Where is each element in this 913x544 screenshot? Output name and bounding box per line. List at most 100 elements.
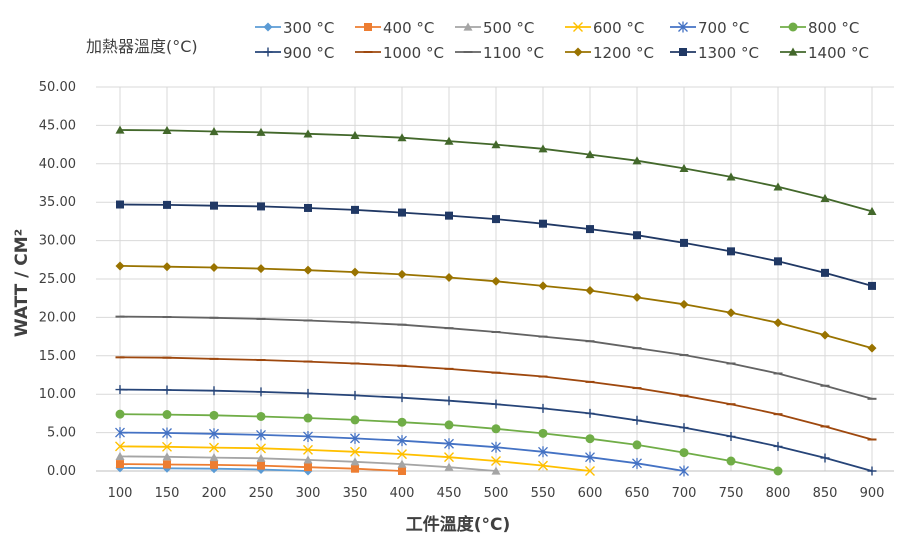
data-point-marker: [679, 448, 689, 458]
data-point-marker: [867, 343, 877, 353]
y-tick-label: 20.00: [39, 310, 76, 325]
data-point-marker: [303, 430, 313, 442]
x-tick-label: 100: [108, 486, 133, 501]
x-tick-label: 900: [860, 486, 885, 501]
data-point-marker: [350, 432, 360, 444]
series-group: [115, 261, 877, 353]
series-group: [115, 315, 877, 400]
data-point-marker: [679, 163, 689, 173]
data-point-marker: [303, 444, 313, 455]
data-point-marker: [257, 202, 265, 211]
data-point-marker: [115, 261, 125, 271]
data-point-marker: [350, 267, 360, 277]
data-point-marker: [820, 453, 830, 463]
y-tick-label: 0.00: [47, 464, 76, 479]
data-point-marker: [538, 428, 548, 438]
data-point-marker: [397, 459, 407, 468]
x-tick-label: 200: [202, 486, 227, 501]
data-point-marker: [491, 276, 501, 286]
data-point-marker: [868, 281, 876, 290]
legend-item: 500 °C: [455, 19, 534, 37]
data-point-marker: [538, 144, 548, 153]
data-point-marker: [115, 451, 125, 461]
data-point-marker: [444, 136, 454, 145]
data-point-marker: [350, 130, 360, 139]
x-tick-label: 150: [155, 486, 180, 501]
data-point-marker: [397, 435, 407, 447]
legend: 加熱器溫度(°C) 300 °C 400 °C 500 °C 600 °C 700 °C…: [86, 19, 869, 62]
data-point-marker: [304, 203, 312, 212]
data-point-marker: [632, 292, 642, 302]
data-point-marker: [679, 48, 687, 56]
legend-label: 500 °C: [483, 19, 534, 37]
data-point-marker: [209, 410, 219, 420]
legend-label: 900 °C: [283, 44, 334, 62]
x-tick-label: 350: [343, 486, 368, 501]
series-group: [115, 125, 877, 216]
data-point-marker: [444, 462, 454, 471]
data-point-marker: [350, 390, 360, 400]
legend-label: 600 °C: [593, 19, 644, 37]
data-point-marker: [397, 449, 407, 460]
series-group: [115, 356, 877, 441]
data-point-marker: [788, 47, 798, 56]
data-point-marker: [162, 385, 172, 395]
data-point-marker: [350, 446, 360, 457]
y-tick-label: 30.00: [39, 234, 76, 249]
data-point-marker: [209, 127, 219, 136]
data-point-marker: [397, 133, 407, 142]
data-point-marker: [256, 127, 266, 136]
data-point-marker: [162, 441, 172, 452]
legend-item: 1400 °C: [780, 44, 869, 62]
data-point-marker: [726, 431, 736, 441]
data-point-marker: [491, 399, 501, 409]
legend-item: 300 °C: [255, 19, 334, 37]
data-point-marker: [821, 268, 829, 277]
legend-item: 1300 °C: [670, 44, 759, 62]
data-point-marker: [263, 22, 273, 32]
data-point-marker: [256, 264, 266, 274]
y-tick-label: 35.00: [39, 195, 76, 210]
legend-label: 300 °C: [283, 19, 334, 37]
data-point-marker: [538, 460, 548, 471]
legend-label: 1300 °C: [698, 44, 759, 62]
data-point-marker: [463, 22, 473, 31]
data-point-marker: [351, 205, 359, 214]
data-point-marker: [492, 215, 500, 224]
legend-item: 700 °C: [670, 19, 749, 37]
y-tick-label: 40.00: [39, 157, 76, 172]
y-tick-label: 25.00: [39, 272, 76, 287]
data-point-marker: [115, 441, 125, 452]
data-point-marker: [115, 125, 125, 134]
legend-item: 900 °C: [255, 44, 334, 62]
x-tick-label: 750: [719, 486, 744, 501]
data-point-marker: [491, 424, 501, 434]
data-point-marker: [256, 443, 266, 454]
data-point-marker: [585, 434, 595, 444]
data-point-marker: [444, 272, 454, 282]
y-tick-label: 45.00: [39, 118, 76, 133]
data-point-marker: [788, 22, 798, 32]
y-tick-label: 5.00: [47, 426, 76, 441]
data-point-marker: [397, 269, 407, 279]
data-point-marker: [364, 23, 372, 31]
data-point-marker: [209, 442, 219, 453]
data-point-marker: [116, 460, 124, 469]
data-point-marker: [491, 441, 501, 453]
data-point-marker: [679, 465, 689, 477]
data-point-marker: [678, 21, 688, 33]
series-group: [115, 409, 783, 476]
data-point-marker: [256, 429, 266, 441]
y-tick-label: 50.00: [39, 80, 76, 95]
series-group: [115, 441, 595, 476]
data-point-marker: [726, 172, 736, 181]
x-axis-title: 工件溫度(°C): [406, 514, 511, 535]
x-tick-label: 700: [672, 486, 697, 501]
x-tick-label: 800: [766, 486, 791, 501]
data-point-marker: [679, 423, 689, 433]
data-point-marker: [162, 452, 172, 461]
data-point-marker: [726, 308, 736, 318]
data-point-marker: [209, 428, 219, 440]
data-point-marker: [303, 265, 313, 275]
